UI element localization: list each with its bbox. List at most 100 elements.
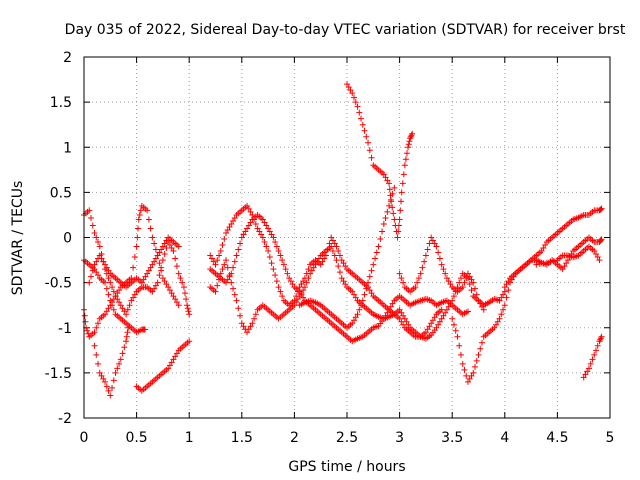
data-point [340, 260, 347, 267]
data-point [210, 258, 217, 265]
data-point [123, 311, 130, 318]
data-point [500, 306, 507, 313]
data-point [251, 315, 258, 322]
data-points [81, 81, 605, 399]
data-point [366, 273, 373, 280]
data-point [96, 252, 103, 259]
data-point [286, 275, 293, 282]
data-point [135, 216, 142, 223]
data-point [470, 279, 477, 286]
data-point [224, 226, 231, 233]
data-point [379, 228, 386, 235]
x-tick-label: 3.5 [441, 430, 463, 446]
data-point [368, 290, 375, 297]
data-point [226, 223, 233, 230]
data-point [438, 261, 445, 268]
data-point [406, 138, 413, 145]
data-point [471, 363, 478, 370]
data-point [268, 260, 275, 267]
data-point [464, 378, 471, 385]
data-point [591, 248, 598, 255]
data-point [424, 326, 431, 333]
data-point [310, 264, 317, 271]
data-point [228, 220, 235, 227]
data-point [123, 333, 130, 340]
data-point [231, 291, 238, 298]
data-point [450, 293, 457, 300]
series-C [81, 202, 182, 340]
data-point [96, 243, 103, 250]
data-point [175, 302, 182, 309]
data-point [140, 276, 147, 283]
data-point [296, 293, 303, 300]
data-point [126, 302, 133, 309]
data-point [230, 264, 237, 271]
x-tick-label: 4 [500, 430, 509, 446]
y-tick-label: -1.5 [45, 366, 72, 382]
data-point [279, 257, 286, 264]
data-point [435, 249, 442, 256]
data-point [354, 103, 361, 110]
data-point [117, 302, 124, 309]
data-point [110, 296, 117, 303]
data-point [447, 281, 454, 288]
data-point [298, 290, 305, 297]
data-point [382, 214, 389, 221]
data-point [405, 321, 412, 328]
data-point [400, 321, 407, 328]
data-point [399, 180, 406, 187]
data-point [396, 306, 403, 313]
data-point [105, 387, 112, 394]
data-point [331, 240, 338, 247]
data-point [563, 260, 570, 267]
data-point [88, 214, 95, 221]
data-point [405, 141, 412, 148]
data-point [336, 269, 343, 276]
data-point [373, 249, 380, 256]
data-point [294, 296, 301, 303]
data-point [116, 299, 123, 306]
data-point [125, 324, 132, 331]
data-point [449, 315, 456, 322]
data-point [361, 127, 368, 134]
data-point [272, 272, 279, 279]
data-point [375, 243, 382, 250]
data-point [536, 260, 543, 267]
data-point [138, 279, 145, 286]
data-point [386, 202, 393, 209]
data-point [149, 288, 156, 295]
data-point [387, 303, 394, 310]
data-point [365, 279, 372, 286]
data-point [494, 318, 501, 325]
data-point [389, 300, 396, 307]
data-point [223, 279, 230, 286]
data-point [152, 246, 159, 253]
data-point [312, 261, 319, 268]
data-point [277, 252, 284, 259]
data-point [366, 147, 373, 154]
data-point [366, 287, 373, 294]
data-point [280, 261, 287, 268]
data-point [144, 207, 151, 214]
data-point [245, 326, 252, 333]
data-point [124, 306, 131, 313]
data-point [95, 239, 102, 246]
data-point [221, 261, 228, 268]
data-point [365, 139, 372, 146]
data-point [384, 208, 391, 215]
data-point [470, 369, 477, 376]
data-point [433, 324, 440, 331]
series-J [344, 81, 416, 241]
data-point [275, 248, 282, 255]
data-point [242, 228, 249, 235]
data-point [116, 287, 123, 294]
data-point [397, 207, 404, 214]
data-point [168, 290, 175, 297]
data-point [358, 115, 365, 122]
data-point [352, 314, 359, 321]
data-point [443, 275, 450, 282]
data-point [102, 279, 109, 286]
data-point [186, 338, 193, 345]
data-point [93, 258, 100, 265]
y-tick-label: 0 [63, 231, 72, 247]
